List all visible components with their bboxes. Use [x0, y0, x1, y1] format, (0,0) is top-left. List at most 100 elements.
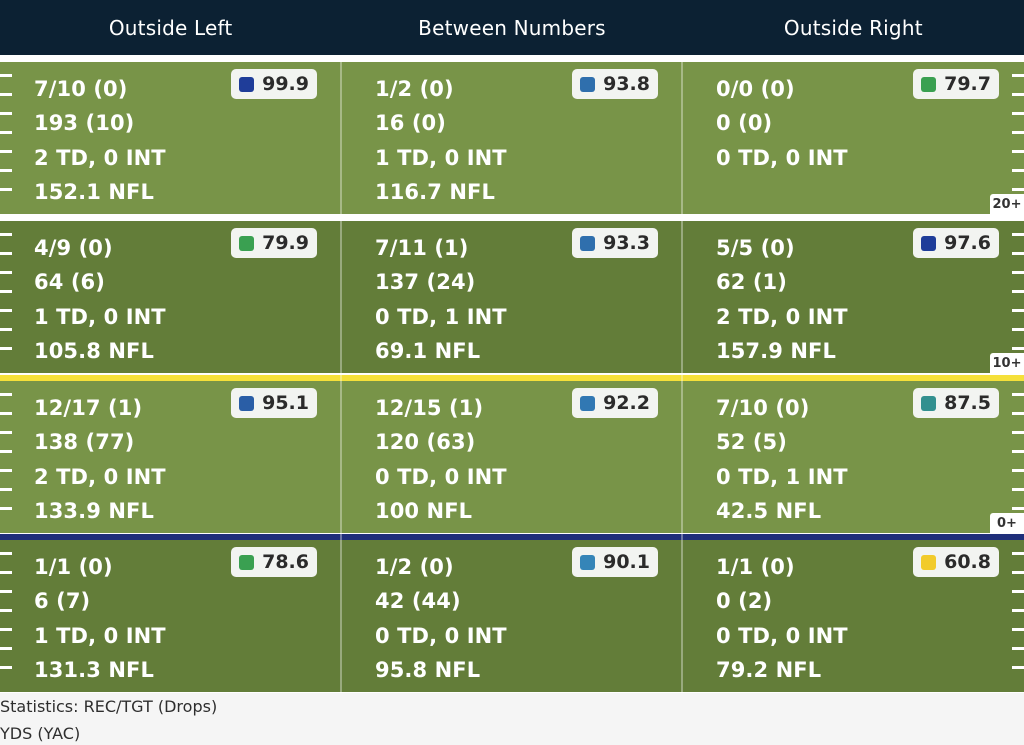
hash-mark: [1012, 112, 1024, 115]
hash-mark: [0, 290, 12, 293]
grade-value: 87.5: [944, 392, 991, 414]
column-divider: [340, 62, 342, 693]
hash-mark: [0, 488, 12, 491]
hash-mark: [0, 347, 12, 350]
hash-mark: [1012, 666, 1024, 669]
hash-mark: [0, 571, 12, 574]
hash-mark: [0, 590, 12, 593]
yard-hash-marks: [1010, 540, 1024, 692]
hash-mark: [1012, 552, 1024, 555]
zone-cell[interactable]: 4/9 (0) 64 (6) 1 TD, 0 INT 105.8 NFL 79.9: [0, 221, 341, 373]
grade-value: 92.2: [603, 392, 650, 414]
grade-badge: 79.9: [231, 228, 317, 258]
zone-cell[interactable]: 5/5 (0) 62 (1) 2 TD, 0 INT 157.9 NFL 97.6: [682, 221, 1023, 373]
completions-targets-drops: 1/1 (0): [716, 555, 795, 579]
hash-mark: [1012, 188, 1024, 191]
grade-color-swatch: [921, 235, 937, 251]
yard-depth-label: 0+: [990, 513, 1024, 533]
hash-mark: [1012, 450, 1024, 453]
zone-divider-line: [0, 375, 1024, 381]
completions-targets-drops: 7/11 (1): [375, 236, 469, 260]
grade-badge: 93.8: [572, 69, 658, 99]
zone-divider-line: [0, 215, 1024, 221]
hash-mark: [1012, 252, 1024, 255]
zone-cell[interactable]: 1/1 (0) 6 (7) 1 TD, 0 INT 131.3 NFL 78.6: [0, 540, 341, 692]
hash-mark: [1012, 590, 1024, 593]
hash-mark: [1012, 131, 1024, 134]
hash-mark: [1012, 74, 1024, 77]
hash-mark: [1012, 412, 1024, 415]
hash-mark: [0, 469, 12, 472]
zone-cell[interactable]: 1/2 (0) 42 (44) 0 TD, 0 INT 95.8 NFL 90.1: [341, 540, 682, 692]
yards-yac: 137 (24): [375, 270, 476, 295]
touchdowns-interceptions: 0 TD, 0 INT: [375, 623, 507, 648]
hash-mark: [0, 309, 12, 312]
hash-mark: [0, 169, 12, 172]
touchdowns-interceptions: 0 TD, 1 INT: [375, 304, 507, 329]
grade-color-swatch: [580, 76, 596, 92]
zone-cell[interactable]: 7/10 (0) 52 (5) 0 TD, 1 INT 42.5 NFL 87.5: [682, 381, 1023, 533]
yards-yac: 193 (10): [34, 111, 135, 136]
yards-yac: 138 (77): [34, 430, 135, 455]
grade-badge: 99.9: [231, 69, 317, 99]
yard-hash-marks: [1010, 62, 1024, 214]
yards-yac: 64 (6): [34, 270, 105, 295]
grade-badge: 78.6: [231, 547, 317, 577]
nfl-passer-rating: 131.3 NFL: [34, 657, 154, 682]
hash-mark: [1012, 169, 1024, 172]
nfl-passer-rating: 42.5 NFL: [716, 498, 822, 523]
hash-mark: [0, 552, 12, 555]
zone-cell[interactable]: 12/17 (1) 138 (77) 2 TD, 0 INT 133.9 NFL 95.…: [0, 381, 341, 533]
zone-cell[interactable]: 7/10 (0) 193 (10) 2 TD, 0 INT 152.1 NFL 99.9: [0, 62, 341, 214]
hash-mark: [1012, 233, 1024, 236]
hash-mark: [0, 112, 12, 115]
grade-color-swatch: [921, 554, 937, 570]
grade-value: 95.1: [262, 392, 309, 414]
nfl-passer-rating: 157.9 NFL: [716, 338, 836, 363]
hash-mark: [0, 188, 12, 191]
completions-targets-drops: 1/1 (0): [34, 555, 113, 579]
hash-mark: [0, 74, 12, 77]
hash-mark: [1012, 431, 1024, 434]
zone-divider-line: [0, 56, 1024, 62]
hash-mark: [0, 252, 12, 255]
grade-value: 60.8: [944, 551, 991, 573]
yard-hash-marks: [1010, 381, 1024, 533]
grade-badge: 90.1: [572, 547, 658, 577]
hash-mark: [0, 647, 12, 650]
grade-color-swatch: [239, 395, 255, 411]
hash-mark: [0, 628, 12, 631]
zone-cell[interactable]: 0/0 (0) 0 (0) 0 TD, 0 INT 79.7: [682, 62, 1023, 214]
zone-cell[interactable]: 1/2 (0) 16 (0) 1 TD, 0 INT 116.7 NFL 93.8: [341, 62, 682, 214]
grade-value: 97.6: [944, 232, 991, 254]
hash-mark: [0, 93, 12, 96]
zone-cell[interactable]: 7/11 (1) 137 (24) 0 TD, 1 INT 69.1 NFL 93.3: [341, 221, 682, 373]
hash-mark: [0, 507, 12, 510]
yard-hash-marks: [1010, 221, 1024, 373]
grade-value: 93.8: [603, 73, 650, 95]
hash-mark: [1012, 488, 1024, 491]
grade-badge: 92.2: [572, 388, 658, 418]
depth-zone-row: 7/10 (0) 193 (10) 2 TD, 0 INT 152.1 NFL 99.9…: [0, 62, 1024, 214]
column-divider: [681, 62, 683, 693]
grade-badge: 93.3: [572, 228, 658, 258]
hash-mark: [1012, 393, 1024, 396]
hash-mark: [1012, 150, 1024, 153]
zone-cell[interactable]: 1/1 (0) 0 (2) 0 TD, 0 INT 79.2 NFL 60.8: [682, 540, 1023, 692]
hash-mark: [1012, 647, 1024, 650]
hash-mark: [1012, 290, 1024, 293]
zone-cell[interactable]: 12/15 (1) 120 (63) 0 TD, 0 INT 100 NFL 92.2: [341, 381, 682, 533]
grade-color-swatch: [580, 235, 596, 251]
hash-mark: [0, 666, 12, 669]
yards-yac: 16 (0): [375, 111, 446, 136]
yards-yac: 120 (63): [375, 430, 476, 455]
hash-mark: [0, 131, 12, 134]
hash-mark: [0, 609, 12, 612]
zone-divider-line: [0, 534, 1024, 540]
nfl-passer-rating: 116.7 NFL: [375, 179, 495, 204]
completions-targets-drops: 5/5 (0): [716, 236, 795, 260]
hash-mark: [1012, 609, 1024, 612]
hash-mark: [0, 412, 12, 415]
hash-mark: [1012, 271, 1024, 274]
nfl-passer-rating: 95.8 NFL: [375, 657, 481, 682]
